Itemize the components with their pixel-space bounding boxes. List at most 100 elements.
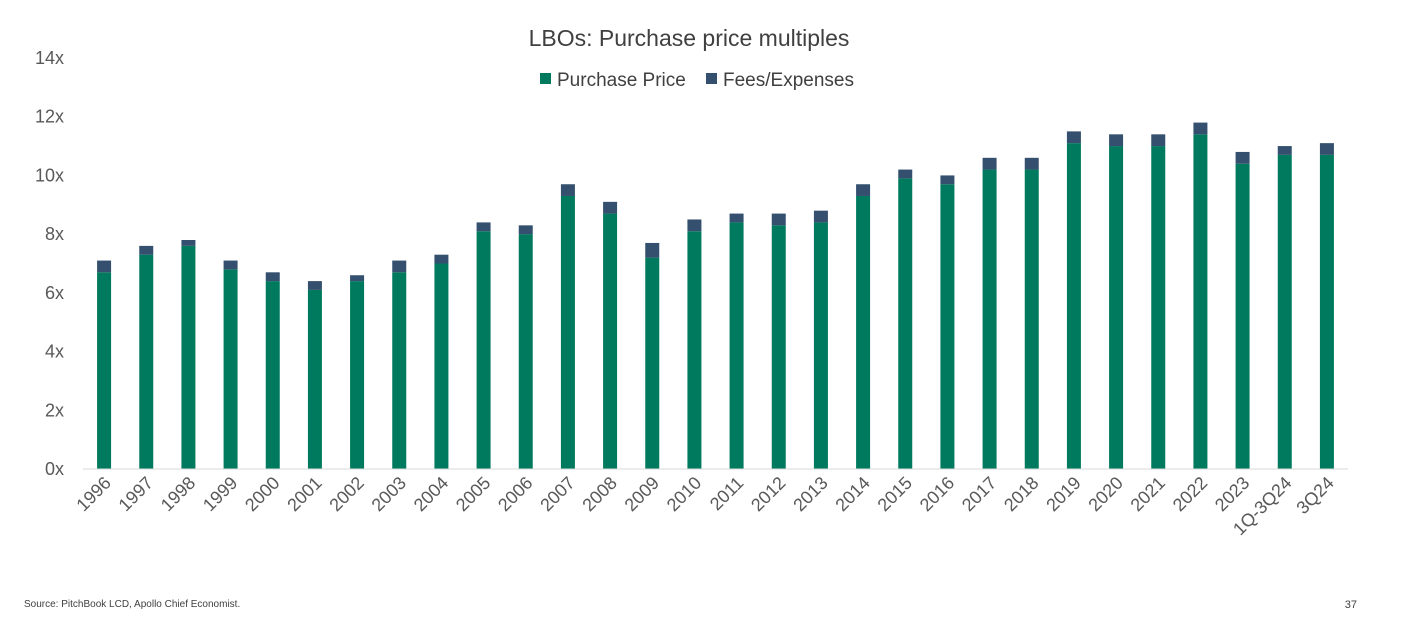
bar-fees-expenses bbox=[645, 242, 660, 258]
bar-fees-expenses bbox=[1066, 131, 1081, 144]
bar-fees-expenses bbox=[1277, 146, 1292, 155]
y-axis: 0x 2x 4x 6x 8x 10x 12x 14x bbox=[35, 48, 64, 479]
bar-fees-expenses bbox=[392, 260, 407, 273]
x-tick-label: 1998 bbox=[157, 473, 199, 515]
legend: Purchase Price Fees/Expenses bbox=[540, 70, 854, 91]
bar-purchase-price bbox=[771, 225, 786, 469]
bar-fees-expenses bbox=[223, 260, 238, 270]
bar-purchase-price bbox=[982, 169, 997, 469]
bar-fees-expenses bbox=[898, 169, 913, 179]
bar-fees-expenses bbox=[771, 213, 786, 226]
bar-fees-expenses bbox=[139, 245, 154, 255]
bar-fees-expenses bbox=[1109, 134, 1124, 147]
bar-fees-expenses bbox=[307, 281, 322, 290]
bar-fees-expenses bbox=[518, 225, 533, 235]
x-tick-label: 2017 bbox=[958, 473, 1000, 515]
x-tick-label: 2011 bbox=[706, 473, 748, 515]
bar-purchase-price bbox=[139, 254, 154, 469]
bar-fees-expenses bbox=[97, 260, 112, 273]
bar-purchase-price bbox=[645, 257, 660, 469]
bar-fees-expenses bbox=[1024, 157, 1039, 170]
bar-fees-expenses bbox=[476, 222, 491, 232]
x-tick-label: 2005 bbox=[452, 473, 494, 515]
bar-fees-expenses bbox=[856, 184, 871, 196]
x-tick-label: 2019 bbox=[1042, 473, 1084, 515]
legend-label-purchase-price: Purchase Price bbox=[557, 70, 686, 91]
bar-purchase-price bbox=[97, 272, 112, 469]
bar-fees-expenses bbox=[434, 254, 449, 264]
x-tick-label: 2002 bbox=[325, 473, 367, 515]
bar-fees-expenses bbox=[940, 175, 955, 185]
x-tick-label: 2021 bbox=[1127, 473, 1169, 515]
x-tick-label: 2001 bbox=[283, 473, 325, 515]
bar-purchase-price bbox=[181, 245, 196, 469]
bars bbox=[97, 122, 1334, 470]
x-tick-label: 2014 bbox=[831, 473, 873, 515]
x-tick-label: 3Q24 bbox=[1292, 473, 1337, 518]
legend-swatch-purchase-price bbox=[540, 73, 551, 84]
bar-fees-expenses bbox=[1235, 151, 1250, 164]
x-tick-label: 1999 bbox=[199, 473, 241, 515]
x-tick-label: 1997 bbox=[115, 473, 157, 515]
bar-purchase-price bbox=[350, 281, 365, 469]
bar-fees-expenses bbox=[687, 219, 702, 232]
bar-purchase-price bbox=[1319, 154, 1334, 469]
x-tick-label: 2004 bbox=[410, 473, 452, 515]
y-tick-label: 2x bbox=[45, 400, 64, 420]
y-tick-label: 12x bbox=[35, 107, 64, 127]
x-tick-label: 2003 bbox=[368, 473, 410, 515]
bar-purchase-price bbox=[307, 289, 322, 469]
x-tick-label: 2018 bbox=[1000, 473, 1042, 515]
bar-purchase-price bbox=[1066, 143, 1081, 469]
bar-purchase-price bbox=[603, 213, 618, 469]
y-tick-label: 10x bbox=[35, 165, 64, 185]
bar-purchase-price bbox=[518, 234, 533, 469]
x-tick-label: 2009 bbox=[621, 473, 663, 515]
bar-purchase-price bbox=[898, 178, 913, 470]
x-tick-label: 1996 bbox=[72, 473, 114, 515]
x-tick-label: 2022 bbox=[1169, 473, 1211, 515]
x-tick-label: 2020 bbox=[1084, 473, 1126, 515]
bar-purchase-price bbox=[476, 231, 491, 469]
bar-purchase-price bbox=[856, 195, 871, 470]
y-tick-label: 14x bbox=[35, 48, 64, 68]
bar-purchase-price bbox=[392, 272, 407, 469]
y-tick-label: 4x bbox=[45, 342, 64, 362]
bar-purchase-price bbox=[729, 222, 744, 469]
x-tick-label: 2013 bbox=[789, 473, 831, 515]
bar-fees-expenses bbox=[1151, 134, 1166, 147]
bar-purchase-price bbox=[265, 281, 280, 469]
bar-purchase-price bbox=[940, 184, 955, 470]
y-tick-label: 0x bbox=[45, 459, 64, 479]
x-tick-label: 2015 bbox=[874, 473, 916, 515]
bar-purchase-price bbox=[1235, 163, 1250, 469]
bar-purchase-price bbox=[1151, 146, 1166, 469]
y-tick-label: 8x bbox=[45, 224, 64, 244]
bar-fees-expenses bbox=[560, 184, 575, 196]
page-number: 37 bbox=[1344, 599, 1357, 611]
bar-purchase-price bbox=[1109, 146, 1124, 469]
bar-purchase-price bbox=[560, 195, 575, 470]
bar-fees-expenses bbox=[1193, 122, 1208, 135]
x-tick-label: 2007 bbox=[536, 473, 578, 515]
bar-fees-expenses bbox=[265, 272, 280, 282]
x-tick-label: 2006 bbox=[494, 473, 536, 515]
bar-purchase-price bbox=[1277, 154, 1292, 469]
bar-fees-expenses bbox=[181, 240, 196, 246]
bar-purchase-price bbox=[687, 231, 702, 469]
bar-purchase-price bbox=[1193, 134, 1208, 469]
x-tick-label: 2000 bbox=[241, 473, 283, 515]
legend-label-fees-expenses: Fees/Expenses bbox=[723, 70, 854, 91]
x-tick-label: 2016 bbox=[916, 473, 958, 515]
x-tick-label: 2012 bbox=[747, 473, 789, 515]
x-tick-label: 2010 bbox=[663, 473, 705, 515]
bar-fees-expenses bbox=[350, 275, 365, 282]
bar-fees-expenses bbox=[729, 213, 744, 223]
bar-purchase-price bbox=[223, 269, 238, 469]
bar-fees-expenses bbox=[813, 210, 828, 223]
bar-fees-expenses bbox=[982, 157, 997, 170]
x-axis: 1996 1997 1998 1999 2000 2001 2002 2003 2004 2005… bbox=[72, 473, 1337, 540]
bar-purchase-price bbox=[813, 222, 828, 469]
source-note: Source: PitchBook LCD, Apollo Chief Econ… bbox=[24, 599, 241, 610]
